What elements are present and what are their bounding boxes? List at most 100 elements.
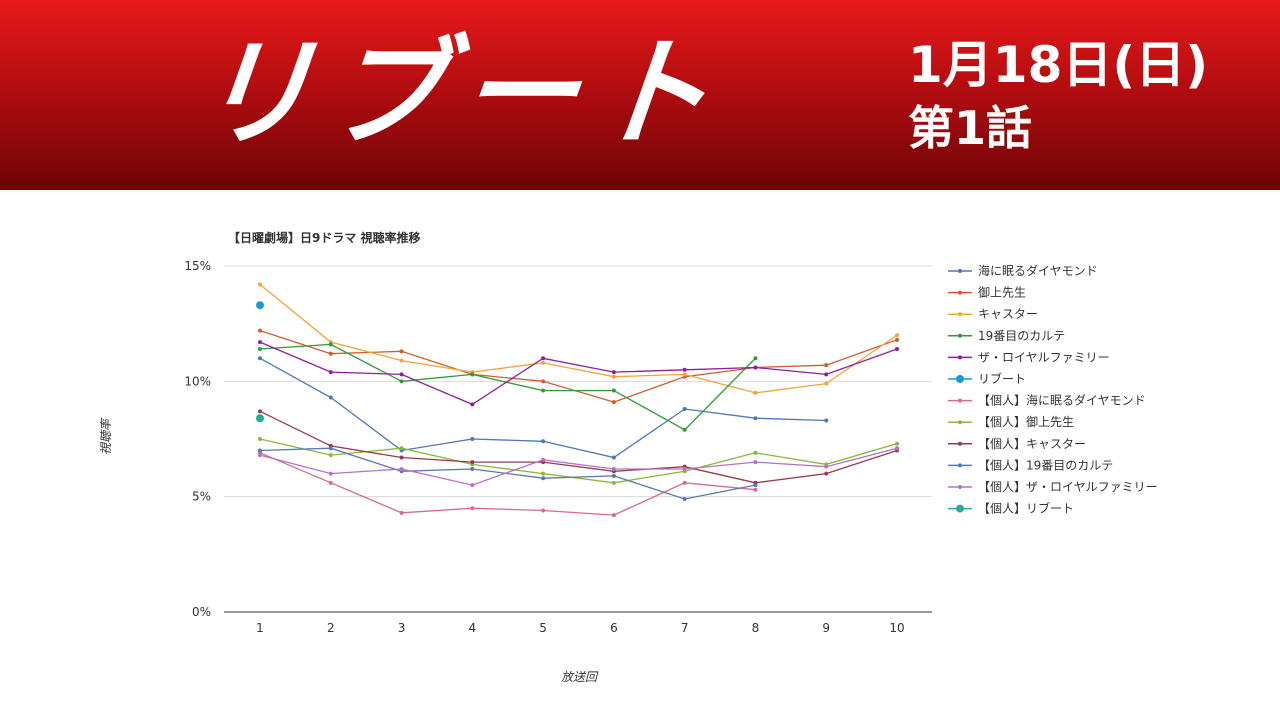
data-point (258, 340, 262, 345)
data-point (824, 418, 829, 423)
data-point (328, 453, 333, 458)
legend-item[interactable]: 19番目のカルテ (948, 329, 1065, 343)
air-date: 1月18日(日) (908, 36, 1209, 94)
data-point (753, 356, 758, 361)
data-point (258, 437, 262, 441)
data-point (328, 471, 333, 476)
legend-label: 【個人】キャスター (978, 437, 1086, 451)
legend-item[interactable]: 【個人】ザ・ロイヤルファミリー (948, 480, 1158, 494)
legend-label: 【個人】御上先生 (978, 414, 1074, 429)
series-line (259, 410, 898, 484)
data-point (682, 496, 687, 501)
series-line (259, 341, 898, 406)
x-tick-label: 7 (681, 621, 689, 635)
legend-item[interactable]: 海に眠るダイヤモンド (948, 263, 1098, 278)
data-point (895, 337, 899, 342)
legend-item[interactable]: キャスター (948, 307, 1038, 321)
data-point (824, 381, 829, 386)
data-point (470, 437, 475, 441)
legend-item[interactable]: 【個人】キャスター (948, 437, 1086, 451)
series (258, 356, 829, 460)
data-point (753, 365, 758, 370)
data-point (328, 351, 333, 356)
series (256, 301, 264, 310)
data-point (682, 407, 687, 412)
legend-label: 19番目のカルテ (978, 329, 1065, 343)
x-tick-label: 9 (822, 621, 830, 635)
data-point (258, 356, 262, 361)
chart-title: 【日曜劇場】日9ドラマ 視聴率推移 (228, 230, 421, 245)
data-point (256, 414, 264, 423)
data-point (399, 349, 404, 354)
x-tick-label: 5 (539, 621, 547, 635)
ratings-chart: 【日曜劇場】日9ドラマ 視聴率推移 0% 5% 10% 15% 1 2 3 4 5 6 7 8 9 10… (99, 230, 1158, 684)
series-line (259, 447, 898, 486)
legend-item[interactable]: 【個人】19番目のカルテ (948, 458, 1113, 472)
data-point (399, 358, 404, 363)
data-point (611, 513, 616, 518)
data-point (399, 372, 404, 377)
data-point (824, 363, 829, 368)
data-point (753, 483, 758, 488)
data-point (824, 471, 829, 476)
data-point (682, 427, 687, 432)
series (258, 340, 899, 407)
data-point (256, 301, 264, 310)
legend-label: 海に眠るダイヤモンド (978, 263, 1098, 278)
legend-swatch-marker (958, 485, 962, 489)
x-tick-label: 8 (752, 621, 760, 635)
series-line (259, 283, 898, 394)
data-point (753, 450, 758, 455)
data-point (753, 487, 758, 492)
data-point (541, 379, 546, 384)
series (258, 342, 758, 432)
legend-swatch-marker (958, 269, 962, 273)
data-point (258, 453, 262, 458)
data-point (470, 402, 475, 407)
x-tick-label: 1 (256, 621, 264, 635)
y-tick-labels: 0% 5% 10% 15% (184, 259, 211, 619)
series-line (259, 343, 756, 431)
data-point (895, 347, 899, 352)
data-point (470, 483, 475, 488)
data-point (611, 455, 616, 460)
data-point (328, 342, 333, 347)
data-point (258, 409, 262, 414)
episode-label: 第1話 (908, 101, 1033, 155)
data-point (611, 374, 616, 379)
data-point (541, 388, 546, 393)
legend-item[interactable]: 【個人】御上先生 (948, 414, 1074, 429)
legend-item[interactable]: 【個人】海に眠るダイヤモンド (948, 393, 1146, 408)
legend-item[interactable]: ザ・ロイヤルファミリー (948, 350, 1110, 364)
data-point (824, 372, 829, 377)
data-point (611, 473, 616, 478)
legend-swatch-marker (956, 375, 964, 383)
series-line (259, 452, 756, 516)
data-point (328, 446, 333, 451)
series (258, 282, 899, 395)
data-point (682, 466, 687, 471)
series (258, 446, 899, 488)
data-point (328, 370, 333, 375)
legend-item[interactable]: リブート (948, 371, 1026, 386)
data-point (611, 370, 616, 375)
y-tick-label: 10% (184, 374, 211, 388)
legend-item[interactable]: 御上先生 (948, 285, 1026, 300)
legend-item[interactable]: 【個人】リブート (948, 501, 1074, 516)
data-point (399, 379, 404, 384)
legend-swatch-marker (958, 355, 962, 360)
legend-swatch-marker (958, 290, 962, 295)
legend-swatch-marker (958, 398, 962, 403)
data-point (541, 457, 546, 462)
data-point (258, 347, 262, 352)
data-point (470, 466, 475, 471)
x-axis-label: 放送回 (561, 670, 599, 684)
data-point (611, 466, 616, 471)
legend-swatch-marker (958, 333, 962, 338)
data-point (328, 480, 333, 485)
data-point (541, 360, 546, 365)
data-point (258, 282, 262, 287)
data-point (399, 466, 404, 471)
legend-label: 【個人】リブート (978, 501, 1074, 516)
